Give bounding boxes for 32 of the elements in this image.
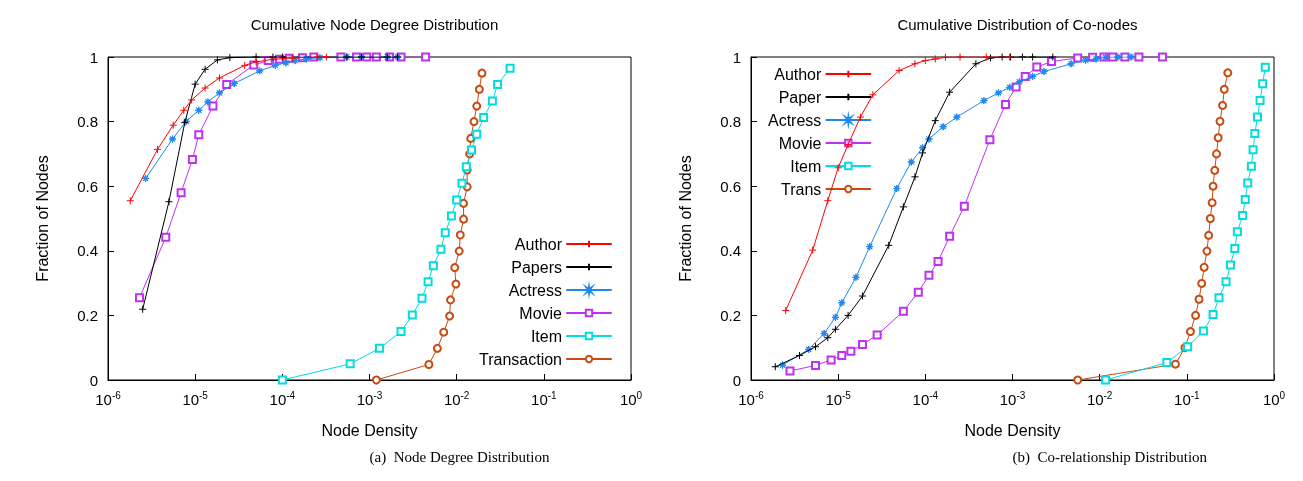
y-axis-title: Fraction of Nodes [676,155,694,282]
chart-title: Cumulative Node Degree Distribution [250,16,499,33]
legend-label: Author [514,235,563,253]
legend-label: Author [774,65,823,83]
y-tick-label: 0 [732,371,741,389]
y-tick-label: 0.2 [720,306,741,324]
legend-label: Papers [511,258,562,276]
y-axis-title: Fraction of Nodes [33,155,51,282]
legend-label: Paper [778,88,823,106]
legend-label: Movie [778,134,822,152]
text: (a) Node Degree Distribution [369,448,550,466]
y-tick-label: 0.4 [77,242,98,260]
y-tick-label: 0.8 [720,113,741,131]
y-tick-label: 1 [89,48,98,66]
legend-label: Movie [519,304,563,322]
legend-label: Transaction [479,350,562,368]
legend-label: Actress [508,281,562,299]
y-tick-label: 1 [732,48,741,66]
legend-label: Actress [768,111,822,129]
legend-label: Item [530,327,562,345]
legend-label: Item [790,157,822,175]
y-tick-label: 0.8 [77,113,98,131]
y-tick-label: 0 [89,371,98,389]
y-tick-label: 0.4 [720,242,741,260]
text: (b) Co-relationship Distribution [1012,448,1208,466]
y-tick-label: 0.2 [77,306,98,324]
x-axis-title: Node Density [321,421,418,439]
y-tick-label: 0.6 [77,177,98,195]
chart-title: Cumulative Distribution of Co-nodes [897,16,1138,33]
x-axis-title: Node Density [964,421,1061,439]
y-tick-label: 0.6 [720,177,741,195]
legend-label: Trans [781,180,822,198]
